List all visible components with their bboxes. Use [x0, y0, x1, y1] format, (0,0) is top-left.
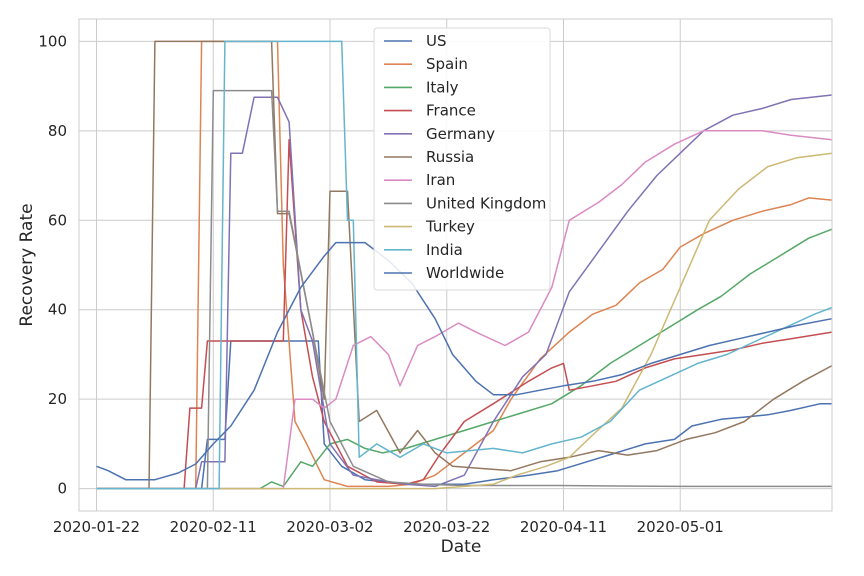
series-line-spain: [96, 40, 833, 490]
series-line-iran: [96, 130, 833, 490]
x-tick-label: 2020-04-11: [520, 518, 607, 536]
y-axis-title: Recovery Rate: [17, 203, 37, 326]
y-tick-label: 80: [48, 122, 67, 140]
legend: US Spain Italy France Germany Russia Iran Unite…: [373, 27, 551, 291]
legend-label-germany: Germany: [426, 125, 495, 143]
y-tick-label: 20: [48, 390, 67, 408]
y-tick-label: 100: [38, 32, 67, 50]
y-tick-label: 60: [48, 211, 67, 229]
plot-frame: [78, 18, 833, 512]
x-tick-labels: 2020-01-22 2020-02-11 2020-03-02 2020-03-22…: [53, 518, 724, 536]
y-tick-label: 0: [57, 480, 67, 498]
legend-label-italy: Italy: [426, 78, 459, 96]
series-line-italy: [96, 228, 833, 490]
legend-label-us: US: [426, 32, 447, 50]
series-line-russia: [96, 40, 833, 490]
series-layer: [96, 40, 833, 490]
y-tick-labels: 0 20 40 60 80 100: [38, 32, 67, 497]
legend-label-russia: Russia: [426, 148, 474, 166]
legend-label-worldwide: Worldwide: [426, 264, 504, 282]
legend-box: [373, 27, 551, 291]
series-line-germany: [96, 94, 833, 490]
x-tick-label: 2020-03-02: [286, 518, 373, 536]
x-tick-label: 2020-03-22: [403, 518, 490, 536]
series-line-united-kingdom: [96, 89, 832, 490]
legend-label-united-kingdom: United Kingdom: [426, 194, 546, 212]
series-line-turkey: [96, 152, 833, 490]
x-tick-label: 2020-01-22: [53, 518, 140, 536]
legend-label-france: France: [426, 102, 476, 120]
legend-label-spain: Spain: [426, 55, 468, 73]
x-tick-label: 2020-02-11: [170, 518, 257, 536]
series-line-france: [96, 139, 833, 490]
legend-label-india: India: [426, 241, 463, 259]
legend-label-turkey: Turkey: [425, 218, 475, 236]
y-tick-label: 40: [48, 301, 67, 319]
series-line-india: [96, 40, 833, 490]
legend-label-iran: Iran: [426, 171, 455, 189]
x-tick-label: 2020-05-01: [637, 518, 724, 536]
x-axis-title: Date: [441, 537, 482, 557]
series-line-worldwide: [96, 241, 833, 481]
